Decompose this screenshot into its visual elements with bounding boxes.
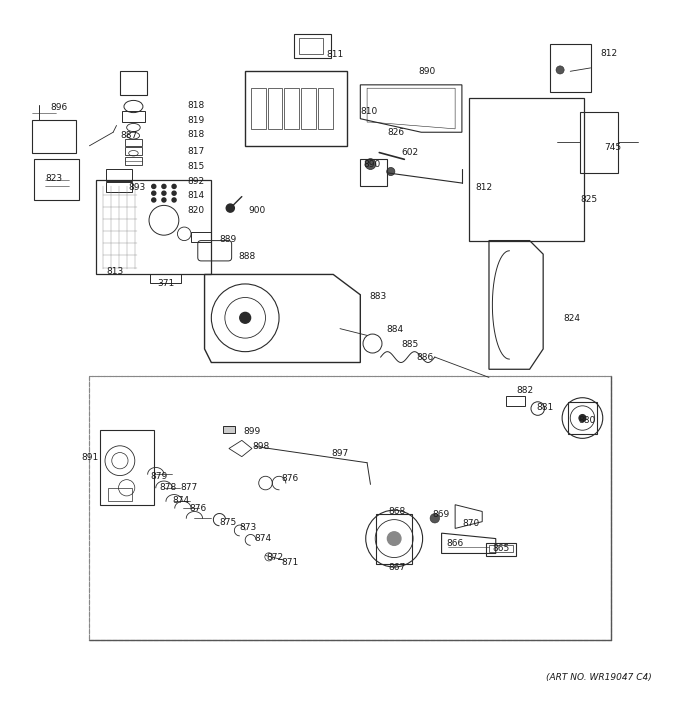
Circle shape (430, 513, 439, 523)
Bar (506, 397, 525, 406)
Bar (108, 488, 132, 501)
Circle shape (162, 198, 166, 202)
Text: 813: 813 (106, 267, 124, 276)
Text: 811: 811 (326, 50, 343, 59)
Text: 818: 818 (188, 130, 205, 139)
Text: 812: 812 (475, 183, 492, 192)
Text: 873: 873 (240, 523, 257, 532)
Text: 883: 883 (369, 291, 386, 301)
Bar (267, 88, 282, 129)
Text: 891: 891 (82, 453, 99, 462)
Circle shape (162, 184, 166, 188)
Text: 371: 371 (157, 279, 174, 288)
Text: 899: 899 (244, 427, 261, 436)
Text: 887: 887 (120, 131, 137, 140)
Bar (122, 111, 145, 122)
Text: 892: 892 (188, 176, 205, 186)
Text: 900: 900 (249, 206, 266, 215)
Circle shape (172, 191, 176, 195)
Bar (301, 88, 316, 129)
Text: 819: 819 (188, 115, 205, 125)
Circle shape (388, 532, 401, 545)
Text: 823: 823 (46, 174, 63, 183)
Text: 874: 874 (172, 496, 189, 505)
Circle shape (579, 415, 586, 421)
Bar (489, 545, 513, 552)
Text: 875: 875 (220, 518, 237, 527)
Bar (294, 34, 331, 58)
Bar (318, 88, 333, 129)
Text: 880: 880 (579, 415, 596, 425)
Bar (106, 182, 132, 192)
Text: 890: 890 (418, 67, 435, 76)
Text: 869: 869 (432, 510, 450, 519)
Bar (376, 513, 413, 563)
Text: 897: 897 (332, 450, 349, 458)
Bar (486, 543, 516, 555)
Bar (191, 232, 211, 242)
Text: 810: 810 (360, 107, 377, 117)
Text: (ART NO. WR19047 C4): (ART NO. WR19047 C4) (546, 673, 651, 682)
Text: 885: 885 (401, 340, 418, 349)
Text: 879: 879 (150, 472, 168, 481)
Text: 888: 888 (239, 252, 256, 261)
Circle shape (152, 198, 156, 202)
Bar (106, 169, 132, 181)
Circle shape (172, 198, 176, 202)
Text: 865: 865 (492, 544, 509, 553)
Text: 815: 815 (188, 162, 205, 170)
Text: 884: 884 (386, 326, 403, 334)
Text: 868: 868 (389, 507, 406, 516)
Text: 889: 889 (220, 235, 237, 244)
Text: 866: 866 (446, 539, 464, 549)
Bar (124, 139, 142, 146)
Text: 872: 872 (267, 553, 284, 562)
Text: 874: 874 (254, 534, 271, 543)
Text: 898: 898 (252, 442, 269, 451)
Text: 871: 871 (281, 558, 299, 567)
Text: 825: 825 (581, 196, 598, 204)
Text: 882: 882 (516, 386, 533, 395)
Text: 824: 824 (564, 314, 581, 323)
Circle shape (162, 191, 166, 195)
Text: 870: 870 (462, 519, 479, 529)
Text: 876: 876 (190, 505, 207, 513)
Bar (90, 376, 611, 640)
Text: 818: 818 (188, 101, 205, 109)
Text: 878: 878 (159, 483, 176, 492)
Circle shape (152, 191, 156, 195)
Circle shape (172, 184, 176, 188)
Bar (568, 402, 597, 434)
Text: 826: 826 (388, 128, 405, 137)
Bar (251, 88, 265, 129)
Bar (120, 71, 147, 95)
Text: 817: 817 (188, 146, 205, 156)
Circle shape (240, 312, 251, 323)
Text: 877: 877 (181, 483, 198, 492)
Text: 890: 890 (364, 160, 381, 169)
Bar (284, 88, 299, 129)
Text: 602: 602 (401, 148, 418, 157)
Text: 881: 881 (537, 402, 554, 412)
Bar (32, 120, 76, 152)
Bar (299, 38, 323, 54)
Text: 886: 886 (417, 352, 434, 362)
Text: 814: 814 (188, 191, 205, 200)
Bar (223, 426, 235, 433)
Circle shape (556, 66, 564, 74)
Bar (124, 157, 142, 165)
Circle shape (152, 184, 156, 188)
Text: 896: 896 (51, 104, 68, 112)
Text: 893: 893 (129, 183, 146, 192)
Text: 745: 745 (604, 143, 622, 152)
Circle shape (365, 159, 376, 170)
Text: 876: 876 (281, 474, 299, 484)
Circle shape (226, 204, 235, 212)
Text: 867: 867 (389, 563, 406, 571)
Text: 812: 812 (600, 49, 618, 57)
Bar (150, 275, 181, 283)
Bar (124, 147, 142, 155)
Circle shape (387, 167, 395, 175)
Text: 820: 820 (188, 207, 205, 215)
